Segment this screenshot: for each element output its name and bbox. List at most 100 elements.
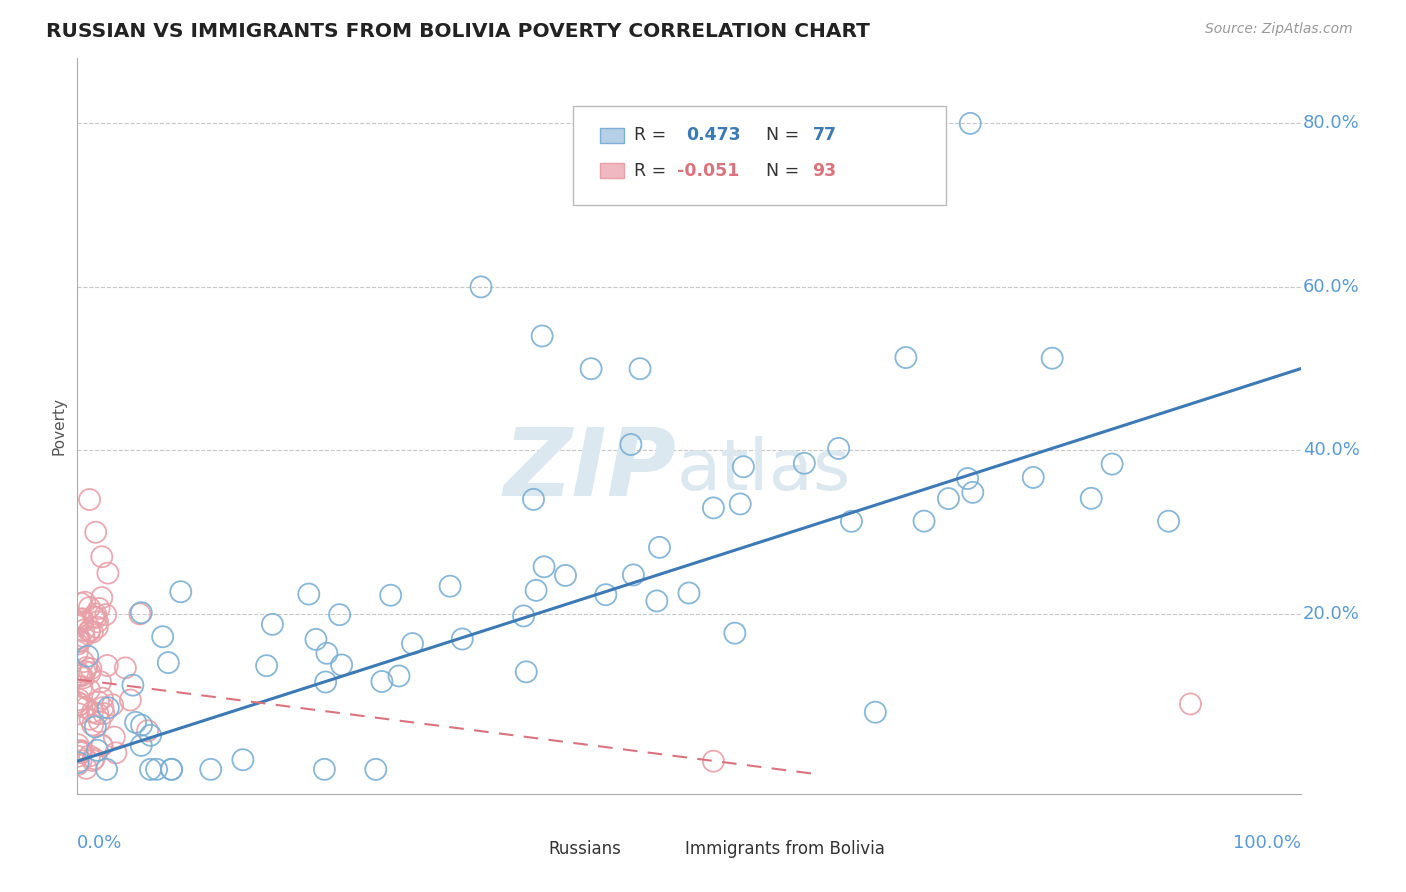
Point	[70, 746, 93, 760]
Point	[73, 630, 96, 644]
Point	[262, 617, 284, 632]
Text: -0.051: -0.051	[676, 161, 740, 179]
Point	[124, 715, 146, 730]
Text: 93: 93	[813, 161, 837, 179]
Text: 80.0%: 80.0%	[1303, 114, 1360, 132]
Point	[82, 625, 104, 640]
Point	[93, 706, 115, 721]
Point	[628, 361, 651, 376]
Point	[69, 697, 91, 711]
Point	[314, 762, 336, 776]
Point	[79, 624, 101, 639]
Text: R =: R =	[634, 161, 672, 179]
Point	[94, 607, 117, 622]
Point	[79, 748, 101, 763]
Point	[90, 549, 112, 564]
Point	[157, 656, 180, 670]
Text: R =: R =	[634, 127, 678, 145]
Point	[90, 738, 112, 752]
Text: Immigrants from Bolivia: Immigrants from Bolivia	[685, 840, 886, 858]
Point	[70, 668, 93, 682]
Text: 20.0%: 20.0%	[1303, 605, 1360, 623]
Point	[84, 610, 107, 624]
Point	[69, 743, 91, 757]
Point	[621, 568, 644, 582]
Text: 77: 77	[813, 127, 837, 145]
Point	[451, 632, 474, 646]
Point	[67, 633, 90, 648]
Point	[72, 655, 94, 669]
Point	[533, 559, 555, 574]
Point	[66, 749, 89, 764]
Point	[1022, 470, 1045, 484]
Point	[97, 700, 120, 714]
Point	[72, 612, 94, 626]
Point	[129, 606, 152, 620]
Point	[232, 753, 254, 767]
Point	[91, 691, 114, 706]
Point	[515, 665, 537, 679]
Point	[69, 634, 91, 648]
Point	[73, 595, 96, 609]
Point	[316, 646, 339, 660]
Point	[72, 615, 94, 629]
Point	[75, 700, 97, 714]
Point	[67, 756, 90, 770]
Point	[79, 665, 101, 680]
Point	[84, 720, 107, 734]
Point	[938, 491, 960, 506]
Point	[595, 588, 617, 602]
Text: 0.473: 0.473	[686, 127, 741, 145]
Point	[531, 329, 554, 343]
Point	[86, 620, 108, 634]
Point	[69, 745, 91, 759]
Point	[841, 514, 863, 528]
Bar	[648, 838, 678, 863]
Point	[364, 762, 387, 776]
Point	[70, 744, 93, 758]
Point	[793, 456, 815, 470]
Point	[66, 695, 89, 709]
Point	[75, 660, 97, 674]
Point	[470, 280, 492, 294]
Point	[256, 658, 278, 673]
Point	[401, 636, 423, 650]
Point	[97, 566, 120, 580]
Point	[129, 739, 152, 753]
Point	[1080, 491, 1102, 506]
Point	[82, 705, 104, 719]
Bar	[512, 838, 541, 863]
Point	[66, 738, 89, 752]
Point	[962, 485, 984, 500]
Point	[315, 675, 337, 690]
Point	[912, 514, 935, 528]
Point	[101, 698, 124, 712]
Text: ZIP: ZIP	[503, 424, 676, 516]
Point	[69, 612, 91, 626]
Bar	[599, 128, 624, 143]
Point	[76, 649, 98, 664]
Point	[87, 601, 110, 615]
Point	[678, 586, 700, 600]
Point	[170, 584, 193, 599]
Text: N =: N =	[766, 161, 804, 179]
Point	[648, 541, 671, 555]
Point	[87, 706, 110, 721]
Point	[67, 692, 90, 706]
Point	[66, 645, 89, 659]
Point	[80, 662, 103, 676]
Point	[90, 674, 112, 689]
Point	[114, 661, 136, 675]
Point	[131, 718, 153, 732]
FancyBboxPatch shape	[572, 106, 946, 205]
Point	[90, 591, 112, 605]
Point	[380, 588, 402, 602]
Point	[83, 609, 105, 624]
Text: RUSSIAN VS IMMIGRANTS FROM BOLIVIA POVERTY CORRELATION CHART: RUSSIAN VS IMMIGRANTS FROM BOLIVIA POVER…	[46, 22, 870, 41]
Point	[145, 762, 167, 776]
Text: 60.0%: 60.0%	[1303, 278, 1360, 296]
Point	[728, 497, 751, 511]
Point	[827, 442, 849, 456]
Point	[554, 568, 576, 582]
Point	[1101, 457, 1123, 471]
